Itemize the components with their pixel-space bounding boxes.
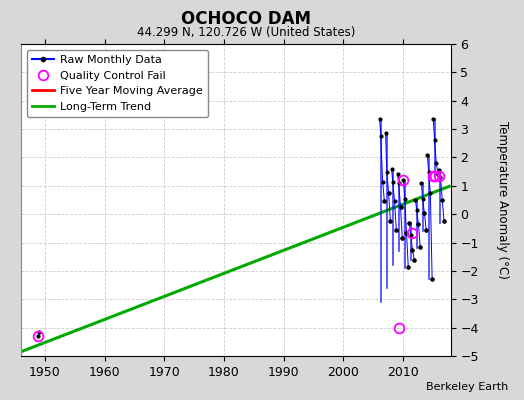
Text: OCHOCO DAM: OCHOCO DAM <box>181 10 311 28</box>
Legend: Raw Monthly Data, Quality Control Fail, Five Year Moving Average, Long-Term Tren: Raw Monthly Data, Quality Control Fail, … <box>27 50 208 117</box>
Text: 44.299 N, 120.726 W (United States): 44.299 N, 120.726 W (United States) <box>137 26 355 39</box>
Y-axis label: Temperature Anomaly (°C): Temperature Anomaly (°C) <box>496 121 508 279</box>
Text: Berkeley Earth: Berkeley Earth <box>426 382 508 392</box>
